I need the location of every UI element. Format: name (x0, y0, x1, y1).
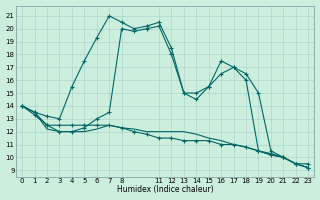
X-axis label: Humidex (Indice chaleur): Humidex (Indice chaleur) (117, 185, 213, 194)
